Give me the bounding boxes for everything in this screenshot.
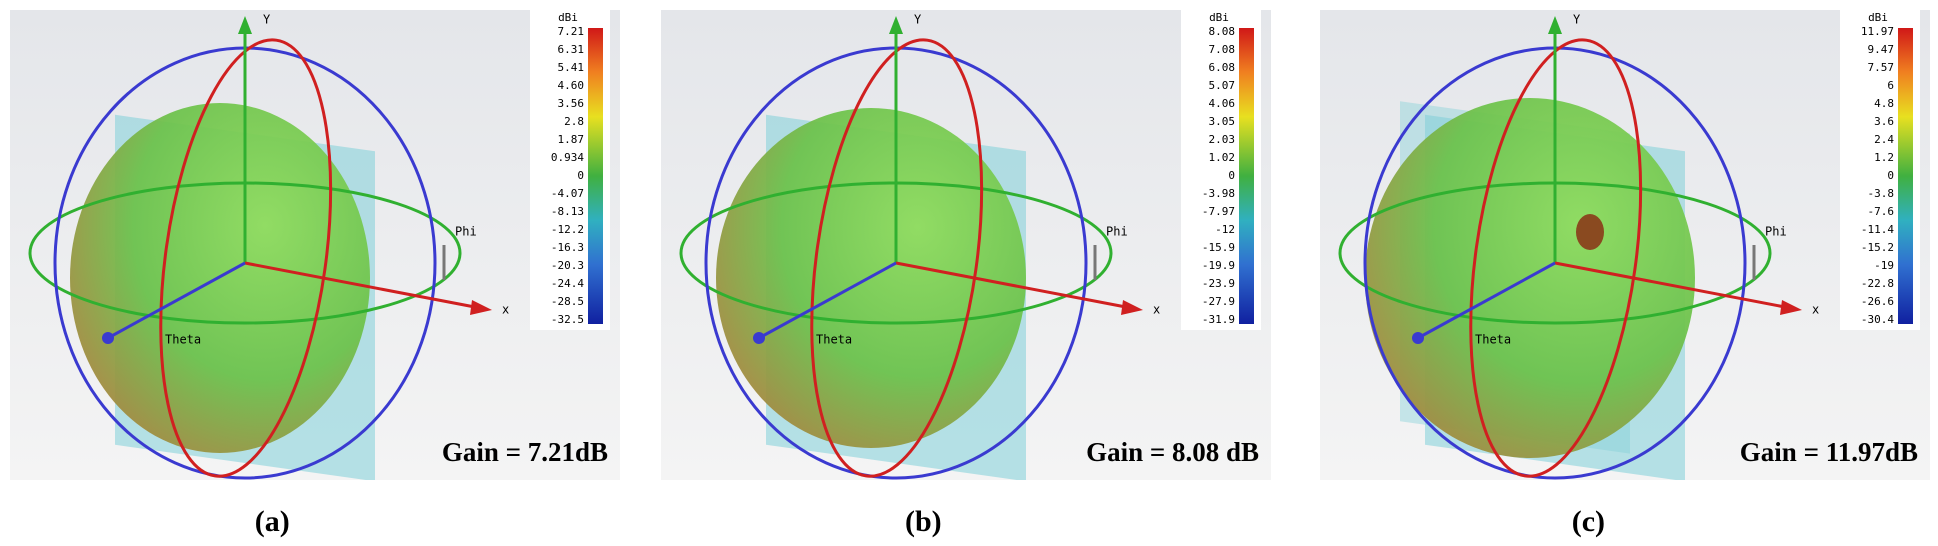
colorbar-label: 1.02 bbox=[1209, 151, 1236, 164]
x-axis bbox=[1554, 261, 1791, 310]
colorbar-label: 6.31 bbox=[558, 43, 585, 56]
axis-label: Theta bbox=[816, 333, 852, 347]
colorbar-label: -11.4 bbox=[1861, 223, 1894, 236]
colorbar-label: -26.6 bbox=[1861, 295, 1894, 308]
gain-label: Gain = 7.21dB bbox=[442, 437, 608, 467]
x-arrow bbox=[1780, 300, 1802, 315]
colorbar-label: 6.08 bbox=[1209, 61, 1236, 74]
colorbar-label: 7.21 bbox=[558, 25, 585, 38]
colorbar-label: 0 bbox=[1228, 169, 1235, 182]
colorbar-label: -20.3 bbox=[551, 259, 584, 272]
colorbar-label: -7.6 bbox=[1868, 205, 1895, 218]
colorbar-label: -12.2 bbox=[551, 223, 584, 236]
colorbar-label: 1.2 bbox=[1874, 151, 1894, 164]
colorbar-label: 7.08 bbox=[1209, 43, 1236, 56]
colorbar-unit: dBi bbox=[1209, 11, 1229, 24]
colorbar bbox=[588, 28, 603, 324]
colorbar-label: -19 bbox=[1874, 259, 1894, 272]
colorbar-label: -19.9 bbox=[1202, 259, 1235, 272]
colorbar-label: 0.934 bbox=[551, 151, 584, 164]
colorbar-label: 1.87 bbox=[558, 133, 585, 146]
caption: (c) bbox=[1571, 505, 1606, 538]
z-axis bbox=[1417, 261, 1556, 340]
colorbar-label: 9.47 bbox=[1868, 43, 1895, 56]
caption: (a) bbox=[254, 505, 290, 538]
theta-ring bbox=[810, 38, 984, 478]
colorbar-label: -24.4 bbox=[551, 277, 584, 290]
colorbar-label: 4.60 bbox=[558, 79, 585, 92]
colorbar-label: 7.57 bbox=[1868, 61, 1895, 74]
x-axis bbox=[244, 261, 481, 310]
axis-label: Y bbox=[914, 13, 922, 27]
colorbar-label: -31.9 bbox=[1202, 313, 1235, 326]
colorbar-label: -15.2 bbox=[1861, 241, 1894, 254]
lobe-hole bbox=[1576, 214, 1604, 250]
colorbar-label: -3.8 bbox=[1868, 187, 1895, 200]
colorbar-label: -28.5 bbox=[551, 295, 584, 308]
colorbar-label: 6 bbox=[1887, 79, 1894, 92]
z-axis bbox=[107, 261, 246, 340]
x-arrow bbox=[470, 300, 492, 315]
colorbar-label: -12 bbox=[1215, 223, 1235, 236]
y-arrow bbox=[889, 16, 903, 34]
axis-label: Phi bbox=[1765, 225, 1787, 239]
axis-label: x bbox=[1153, 303, 1160, 317]
y-arrow bbox=[238, 16, 252, 34]
z-knob bbox=[753, 332, 765, 344]
axis-label: Y bbox=[263, 13, 271, 27]
colorbar-label: 2.8 bbox=[564, 115, 584, 128]
colorbar-label: 5.41 bbox=[558, 61, 585, 74]
colorbar-label: 2.4 bbox=[1874, 133, 1894, 146]
colorbar-label: 4.8 bbox=[1874, 97, 1894, 110]
gain-label: Gain = 8.08 dB bbox=[1086, 437, 1259, 467]
axis-label: Theta bbox=[165, 333, 201, 347]
colorbar bbox=[1898, 28, 1913, 324]
colorbar-label: -8.13 bbox=[551, 205, 584, 218]
colorbar-label: 3.6 bbox=[1874, 115, 1894, 128]
colorbar-label: -4.07 bbox=[551, 187, 584, 200]
colorbar-label: 4.06 bbox=[1209, 97, 1236, 110]
colorbar-label: 0 bbox=[1887, 169, 1894, 182]
axis-label: Y bbox=[1573, 13, 1581, 27]
axis-label: x bbox=[502, 303, 509, 317]
colorbar-label: -32.5 bbox=[551, 313, 584, 326]
colorbar-label: -27.9 bbox=[1202, 295, 1235, 308]
colorbar-label: -22.8 bbox=[1861, 277, 1894, 290]
y-arrow bbox=[1548, 16, 1562, 34]
colorbar-label: -23.9 bbox=[1202, 277, 1235, 290]
z-knob bbox=[102, 332, 114, 344]
colorbar-label: 3.05 bbox=[1209, 115, 1236, 128]
colorbar-label: 8.08 bbox=[1209, 25, 1236, 38]
colorbar-label: -16.3 bbox=[551, 241, 584, 254]
colorbar-label: 11.97 bbox=[1861, 25, 1894, 38]
colorbar-label: -3.98 bbox=[1202, 187, 1235, 200]
x-axis bbox=[895, 261, 1132, 310]
colorbar-unit: dBi bbox=[558, 11, 578, 24]
colorbar-label: -30.4 bbox=[1861, 313, 1894, 326]
colorbar-label: 2.03 bbox=[1209, 133, 1236, 146]
gain-label: Gain = 11.97dB bbox=[1740, 437, 1918, 467]
caption: (b) bbox=[904, 505, 942, 538]
colorbar bbox=[1239, 28, 1254, 324]
axis-label: Theta bbox=[1475, 333, 1511, 347]
axis-label: x bbox=[1812, 303, 1819, 317]
theta-ring bbox=[1469, 38, 1643, 478]
colorbar-label: -7.97 bbox=[1202, 205, 1235, 218]
x-arrow bbox=[1121, 300, 1143, 315]
colorbar-label: 3.56 bbox=[558, 97, 585, 110]
colorbar-label: 0 bbox=[577, 169, 584, 182]
colorbar-unit: dBi bbox=[1868, 11, 1888, 24]
z-axis bbox=[758, 261, 897, 340]
colorbar-label: -15.9 bbox=[1202, 241, 1235, 254]
colorbar-label: 5.07 bbox=[1209, 79, 1236, 92]
z-knob bbox=[1412, 332, 1424, 344]
axis-label: Phi bbox=[455, 225, 477, 239]
axis-label: Phi bbox=[1106, 225, 1128, 239]
theta-ring bbox=[159, 38, 333, 478]
